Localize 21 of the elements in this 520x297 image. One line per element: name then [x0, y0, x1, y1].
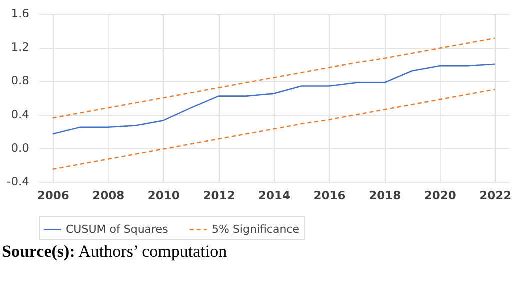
legend-label: 5% Significance: [212, 222, 300, 236]
x-tick-label: 2012: [203, 188, 236, 202]
x-tick-label: 2016: [314, 188, 346, 202]
y-tick-label: 0.4: [11, 107, 30, 122]
y-tick-label: 0.0: [11, 140, 30, 155]
line-series: [52, 88, 496, 170]
y-tick-label: 0.8: [11, 74, 30, 88]
line-series: [52, 38, 496, 119]
x-tick-label: 2008: [92, 188, 125, 202]
x-tick-label: 2010: [148, 188, 180, 202]
y-tick-label: -0.4: [7, 174, 30, 188]
line-series: [52, 64, 496, 135]
x-tick-label: 2020: [424, 188, 456, 202]
x-tick-label: 2022: [480, 188, 512, 202]
y-tick-label: 1.6: [11, 6, 30, 20]
x-tick-label: 2014: [258, 188, 291, 202]
x-tick-label: 2018: [369, 188, 402, 202]
source-note: Source(s): Authors’ computation: [2, 242, 228, 262]
x-tick-label: 2006: [37, 188, 70, 202]
legend-label: CUSUM of Squares: [66, 222, 169, 236]
y-tick-label: 1.2: [11, 40, 30, 54]
